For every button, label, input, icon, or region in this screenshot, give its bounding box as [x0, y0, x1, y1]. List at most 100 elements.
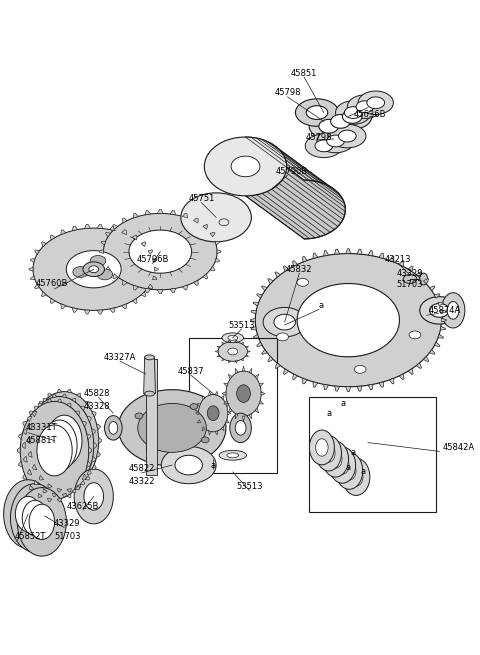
Ellipse shape [403, 274, 417, 284]
Ellipse shape [316, 439, 328, 456]
Text: 43331T: 43331T [25, 423, 57, 432]
Ellipse shape [222, 333, 243, 343]
Ellipse shape [146, 446, 154, 452]
Ellipse shape [228, 335, 238, 340]
Polygon shape [242, 416, 245, 421]
Polygon shape [231, 156, 260, 177]
Ellipse shape [228, 348, 238, 355]
Polygon shape [275, 363, 280, 369]
Polygon shape [82, 474, 86, 479]
Polygon shape [221, 426, 224, 431]
Polygon shape [29, 504, 55, 540]
Polygon shape [87, 417, 91, 422]
Polygon shape [245, 355, 249, 356]
Polygon shape [84, 225, 90, 229]
Polygon shape [259, 383, 264, 386]
Text: 45760B: 45760B [36, 280, 68, 288]
Ellipse shape [105, 416, 122, 440]
Polygon shape [182, 214, 188, 218]
Polygon shape [303, 256, 307, 262]
Ellipse shape [237, 384, 251, 402]
Text: 45798: 45798 [306, 132, 332, 141]
Polygon shape [75, 411, 80, 415]
Text: a: a [318, 301, 324, 310]
Ellipse shape [323, 441, 348, 477]
Polygon shape [35, 250, 39, 254]
Polygon shape [224, 383, 228, 386]
Polygon shape [217, 346, 220, 348]
Polygon shape [249, 414, 252, 419]
Polygon shape [217, 355, 220, 356]
Polygon shape [67, 489, 72, 492]
Polygon shape [226, 403, 229, 407]
Polygon shape [24, 429, 27, 435]
Polygon shape [283, 266, 288, 272]
Polygon shape [408, 266, 413, 272]
Ellipse shape [190, 403, 198, 409]
Polygon shape [39, 476, 44, 480]
Polygon shape [389, 256, 394, 262]
Polygon shape [74, 469, 113, 524]
Polygon shape [416, 363, 421, 369]
Text: 45796B: 45796B [136, 255, 168, 264]
Polygon shape [89, 447, 92, 453]
Text: a: a [351, 448, 356, 457]
Text: 45842A: 45842A [442, 443, 474, 452]
Text: a: a [360, 468, 366, 476]
Ellipse shape [144, 391, 155, 396]
Text: a: a [346, 462, 351, 472]
Text: 45851: 45851 [291, 69, 317, 78]
Polygon shape [440, 326, 445, 330]
Polygon shape [30, 392, 98, 489]
Polygon shape [153, 276, 157, 280]
Ellipse shape [118, 390, 226, 466]
Text: 45751: 45751 [188, 195, 215, 203]
Polygon shape [170, 288, 176, 293]
Polygon shape [399, 261, 404, 267]
Polygon shape [29, 485, 34, 490]
Polygon shape [255, 253, 441, 386]
Polygon shape [348, 95, 383, 119]
Polygon shape [38, 493, 42, 498]
Polygon shape [72, 398, 76, 402]
Polygon shape [80, 406, 84, 411]
Polygon shape [19, 434, 23, 440]
Polygon shape [441, 293, 465, 328]
Polygon shape [210, 267, 215, 271]
Polygon shape [110, 308, 115, 312]
Polygon shape [106, 267, 110, 271]
Polygon shape [85, 476, 90, 480]
Polygon shape [113, 225, 118, 229]
Text: 51703: 51703 [54, 532, 81, 541]
Polygon shape [215, 391, 218, 396]
Polygon shape [344, 107, 362, 119]
Polygon shape [257, 342, 262, 346]
Text: a: a [326, 409, 331, 418]
Polygon shape [346, 249, 351, 253]
Polygon shape [228, 411, 231, 415]
Polygon shape [262, 286, 267, 291]
Polygon shape [50, 235, 55, 240]
Polygon shape [209, 431, 211, 435]
Ellipse shape [409, 331, 421, 339]
Polygon shape [283, 369, 288, 375]
Text: 43625B: 43625B [67, 502, 99, 511]
Polygon shape [215, 431, 218, 435]
Polygon shape [48, 399, 52, 402]
Text: 53513: 53513 [228, 320, 255, 329]
Ellipse shape [316, 436, 341, 471]
Polygon shape [235, 414, 238, 419]
Polygon shape [295, 99, 338, 126]
Polygon shape [57, 389, 61, 393]
Text: 45881T: 45881T [25, 436, 57, 445]
Ellipse shape [218, 342, 248, 362]
Polygon shape [228, 408, 232, 413]
Ellipse shape [323, 445, 335, 462]
Polygon shape [33, 464, 37, 470]
Polygon shape [67, 389, 72, 393]
Polygon shape [368, 384, 373, 390]
Polygon shape [228, 361, 231, 363]
Text: 51703: 51703 [397, 280, 423, 290]
Polygon shape [321, 109, 360, 134]
Ellipse shape [276, 333, 288, 341]
